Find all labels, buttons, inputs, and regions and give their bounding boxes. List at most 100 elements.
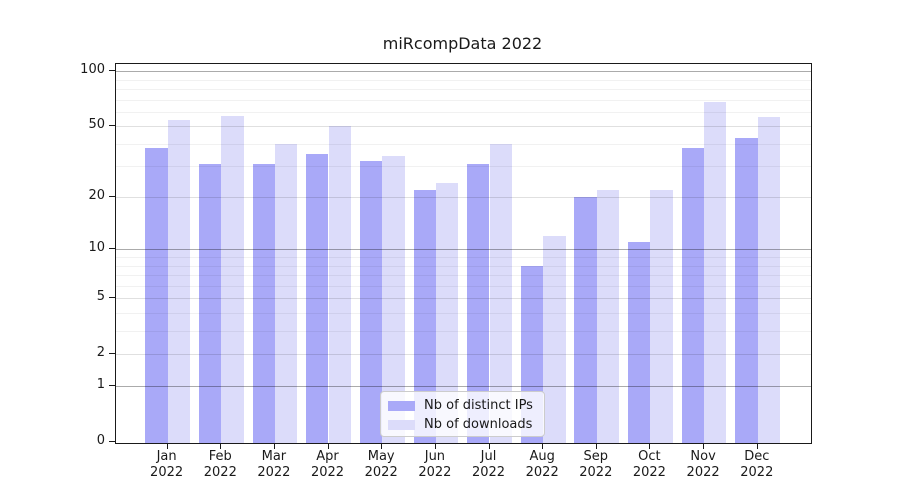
bar-distinct-ips (628, 242, 651, 443)
x-tick-label: Mar 2022 (246, 449, 302, 481)
x-tick-mark (381, 444, 383, 449)
x-tick-mark (595, 444, 597, 449)
x-tick-year: 2022 (632, 465, 666, 480)
legend-item-downloads: Nb of downloads (388, 415, 538, 434)
x-tick-mark (649, 444, 651, 449)
minor-gridline (116, 265, 811, 267)
bar-distinct-ips (252, 163, 275, 443)
legend-label: Nb of downloads (424, 417, 533, 432)
legend-swatch-distinct-ips (388, 400, 415, 411)
major-gridline (116, 126, 811, 128)
minor-gridline (116, 285, 811, 287)
bar-distinct-ips (198, 163, 222, 443)
x-tick-year: 2022 (740, 465, 774, 480)
y-tick-mark (109, 385, 115, 387)
y-tick-mark (109, 248, 115, 250)
bar-downloads (543, 235, 566, 443)
bar-distinct-ips (574, 197, 597, 443)
minor-gridline (116, 274, 811, 276)
legend: Nb of distinct IPs Nb of downloads (380, 391, 545, 437)
bar-distinct-ips (681, 147, 705, 443)
x-tick-month: Jul (480, 449, 497, 464)
x-tick-year: 2022 (150, 465, 184, 480)
bar-downloads (221, 115, 244, 443)
x-tick-year: 2022 (364, 465, 398, 480)
minor-gridline (116, 111, 811, 113)
bar-distinct-ips (145, 147, 168, 443)
legend-item-distinct-ips: Nb of distinct IPs (388, 396, 538, 415)
x-tick-year: 2022 (257, 465, 291, 480)
bar-downloads (328, 126, 351, 443)
y-tick-label: 2 (96, 344, 105, 360)
x-tick-mark (542, 444, 544, 449)
minor-gridline (116, 166, 811, 168)
major-gridline (116, 386, 811, 388)
y-tick-mark (109, 352, 115, 354)
x-tick-year: 2022 (203, 465, 237, 480)
x-tick-label: Oct 2022 (621, 449, 677, 481)
y-tick-mark (109, 297, 115, 298)
y-tick-label: 10 (88, 240, 105, 256)
y-tick-mark (109, 70, 115, 72)
bar-downloads (757, 117, 781, 443)
x-tick-mark (488, 444, 490, 449)
x-tick-label: Dec 2022 (729, 449, 785, 481)
bar-downloads (435, 183, 459, 443)
y-tick-label: 100 (80, 62, 105, 78)
y-tick-mark (109, 196, 115, 198)
bar-distinct-ips (467, 163, 490, 443)
x-tick-month: Jan (156, 449, 177, 464)
minor-gridline (116, 143, 811, 145)
bar-downloads (167, 120, 190, 443)
legend-swatch-downloads (388, 419, 415, 430)
plot-area (115, 63, 812, 444)
x-tick-label: Jun 2022 (407, 449, 463, 481)
x-tick-month: Aug (529, 449, 555, 464)
x-tick-mark (756, 444, 758, 449)
minor-gridline (116, 312, 811, 314)
minor-gridline (116, 88, 811, 90)
x-tick-mark (703, 444, 705, 449)
legend-label: Nb of distinct IPs (424, 398, 533, 413)
chart-title: miRcompData 2022 (382, 34, 543, 53)
bar-downloads (382, 156, 405, 443)
x-tick-label: Apr 2022 (300, 449, 356, 481)
major-gridline (116, 353, 811, 355)
major-gridline (116, 71, 811, 73)
x-tick-label: Feb 2022 (192, 449, 248, 481)
y-tick-label: 5 (96, 289, 105, 304)
x-tick-month: Feb (208, 449, 232, 464)
x-tick-month: Jun (424, 449, 446, 464)
x-tick-year: 2022 (525, 465, 559, 480)
x-tick-mark (327, 444, 329, 449)
bar-distinct-ips (735, 138, 758, 443)
bar-downloads (489, 143, 512, 443)
minor-gridline (116, 79, 811, 81)
x-tick-month: Apr (316, 449, 339, 464)
bar-downloads (704, 101, 727, 443)
bar-downloads (596, 190, 620, 443)
x-tick-label: Jan 2022 (139, 449, 195, 481)
x-tick-month: Oct (638, 449, 661, 464)
x-tick-month: Nov (690, 449, 716, 464)
x-tick-year: 2022 (418, 465, 452, 480)
x-tick-mark (434, 444, 436, 449)
y-tick-mark (109, 125, 115, 127)
y-tick-label: 20 (88, 188, 105, 204)
major-gridline (116, 197, 811, 199)
x-tick-month: Mar (261, 449, 287, 464)
bar-distinct-ips (306, 154, 329, 443)
x-tick-mark (220, 444, 222, 449)
x-tick-label: Nov 2022 (675, 449, 731, 481)
y-tick-mark (109, 441, 115, 442)
x-tick-label: Jul 2022 (461, 449, 517, 481)
x-tick-month: Sep (583, 449, 609, 464)
bar-downloads (274, 143, 298, 443)
x-tick-year: 2022 (686, 465, 720, 480)
bar-downloads (650, 190, 673, 443)
y-tick-label: 1 (96, 377, 105, 393)
minor-gridline (116, 330, 811, 332)
major-gridline (116, 249, 811, 251)
x-tick-mark (273, 444, 275, 449)
